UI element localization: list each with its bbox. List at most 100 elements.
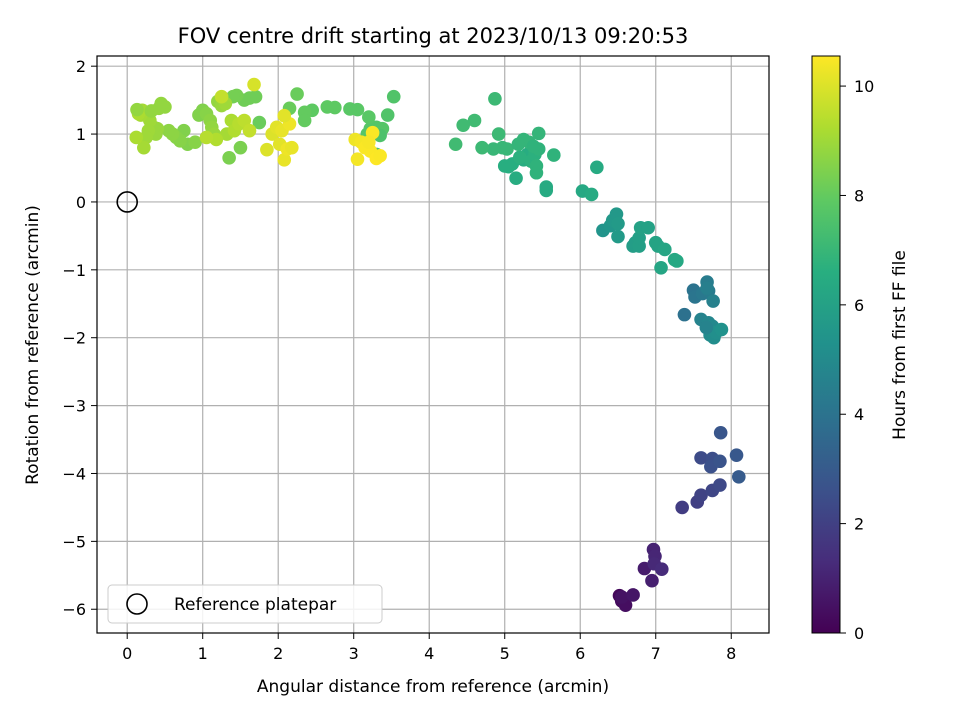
data-point [658, 242, 672, 257]
legend-label: Reference platepar [174, 595, 336, 615]
data-point [277, 153, 292, 167]
colorbar-tick-label: 6 [854, 296, 864, 315]
data-point [320, 100, 335, 114]
y-tick-label: −5 [62, 532, 86, 551]
data-point [467, 113, 482, 128]
data-point [526, 139, 541, 154]
data-point [486, 142, 501, 156]
data-point [137, 140, 151, 155]
x-tick-label: 8 [726, 644, 736, 663]
data-point [509, 171, 523, 185]
y-tick-label: 0 [76, 193, 86, 212]
data-point [285, 140, 299, 155]
x-tick-label: 1 [198, 644, 208, 663]
data-point [539, 183, 554, 198]
colorbar-tick-label: 10 [854, 77, 874, 96]
data-point [670, 254, 684, 268]
data-point [500, 142, 514, 156]
data-point [513, 150, 527, 164]
x-tick-label: 4 [424, 644, 434, 663]
data-point [699, 320, 714, 335]
legend: Reference platepar [107, 584, 383, 624]
data-point [144, 104, 159, 118]
data-point [694, 488, 708, 502]
y-tick-label: −3 [62, 397, 86, 416]
colorbar-label: Hours from first FF file [890, 250, 910, 440]
data-point [729, 448, 744, 462]
data-point [654, 562, 669, 576]
colorbar-tick-label: 2 [854, 515, 864, 534]
data-point [511, 137, 526, 152]
data-point [222, 151, 236, 165]
data-point [277, 108, 292, 123]
data-point [252, 115, 267, 130]
data-point [130, 102, 144, 117]
data-point [242, 123, 257, 138]
data-point [713, 425, 728, 440]
data-points [129, 77, 746, 612]
data-point [475, 140, 489, 155]
y-axis-label: Rotation from reference (arcmin) [23, 205, 43, 485]
legend-marker [126, 593, 148, 615]
data-point [488, 91, 502, 106]
data-point [706, 294, 720, 308]
data-point [448, 137, 463, 152]
x-axis-ticks: 0 1 2 3 4 5 6 7 8 [122, 633, 736, 663]
data-point [700, 281, 714, 295]
colorbar-gradient [811, 55, 841, 634]
data-point [290, 87, 304, 101]
data-point [694, 451, 708, 465]
colorbar-tick-label: 4 [854, 405, 864, 424]
data-point [713, 454, 727, 469]
data-point [233, 140, 248, 155]
data-point [247, 77, 261, 92]
y-tick-label: 2 [76, 57, 86, 76]
colorbar: 0 2 4 6 8 10 Hours from first FF file [811, 55, 910, 643]
data-point [675, 500, 689, 515]
data-point [456, 118, 471, 133]
data-point [590, 160, 604, 175]
data-point [632, 231, 646, 245]
data-point [714, 322, 729, 337]
data-point [373, 148, 387, 163]
colorbar-tick-label: 0 [854, 624, 864, 643]
data-point [161, 123, 176, 138]
y-tick-label: −4 [62, 464, 86, 483]
data-point [214, 89, 229, 104]
y-tick-label: −1 [62, 261, 86, 280]
data-point [713, 478, 727, 492]
x-axis-label: Angular distance from reference (arcmin) [257, 677, 609, 697]
y-tick-label: 1 [76, 125, 86, 144]
data-point [654, 260, 668, 275]
data-point [529, 165, 544, 180]
data-point [731, 470, 746, 484]
data-point [129, 130, 144, 145]
data-point [350, 152, 365, 166]
x-tick-label: 7 [651, 644, 661, 663]
x-tick-label: 5 [500, 644, 510, 663]
data-point [237, 113, 252, 128]
data-point [531, 126, 546, 141]
data-point [611, 216, 625, 231]
y-tick-label: −6 [62, 600, 86, 619]
x-tick-label: 3 [349, 644, 359, 663]
data-point [677, 307, 692, 322]
reference-marker [116, 191, 139, 213]
x-tick-label: 2 [273, 644, 283, 663]
data-point [199, 130, 214, 145]
chart-title: FOV centre drift starting at 2023/10/13 … [178, 24, 689, 48]
data-point [611, 229, 625, 244]
data-point [547, 148, 561, 162]
x-tick-label: 6 [575, 644, 585, 663]
data-point [139, 130, 153, 145]
data-point [584, 187, 599, 202]
data-point [386, 89, 401, 104]
data-point [641, 220, 655, 235]
data-point [491, 127, 506, 141]
data-point [343, 102, 357, 116]
data-point [626, 588, 640, 602]
data-point [380, 108, 395, 122]
data-point [362, 135, 376, 150]
legend-box [107, 584, 383, 624]
